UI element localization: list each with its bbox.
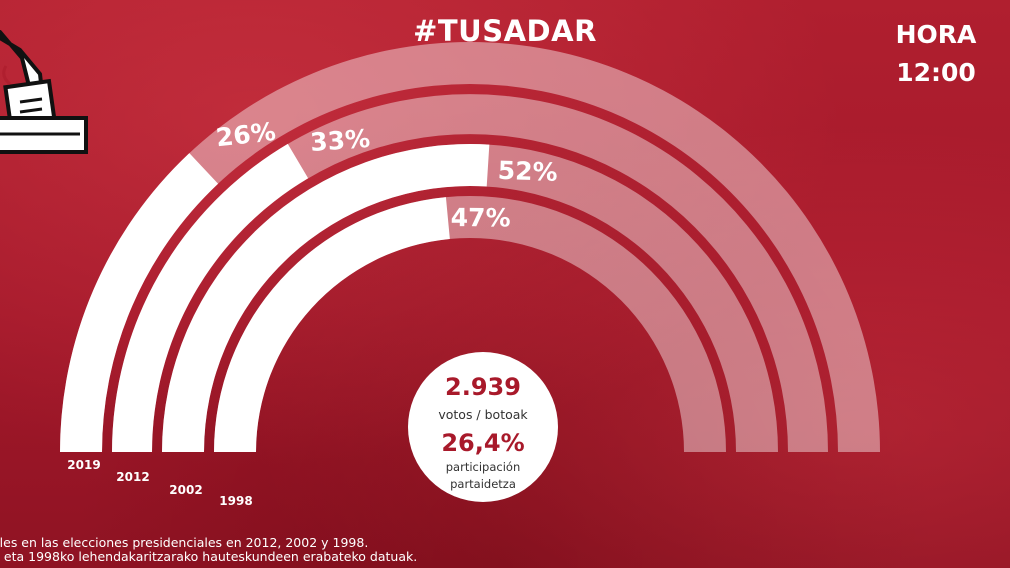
ring-track-2019	[60, 42, 880, 452]
value-label-1998: 47%	[451, 203, 511, 232]
time-box: HORA 12:00	[876, 16, 996, 92]
votes-count: 2.939	[445, 373, 521, 401]
ring-bar-1998	[214, 197, 450, 452]
value-label-2019: 26%	[214, 117, 277, 152]
page-title: #TUSADAR	[413, 14, 597, 48]
value-label-2012: 33%	[309, 124, 371, 157]
ballot-box-icon	[0, 30, 88, 154]
votes-label: votos / botoak	[438, 407, 528, 422]
ring-bar-2019	[60, 153, 219, 452]
ring-bar-2012	[112, 143, 309, 452]
participation-label-es: participación	[445, 460, 521, 474]
footnote: ales en las elecciones presidenciales en…	[0, 536, 1010, 564]
value-label-2002: 52%	[497, 156, 558, 187]
ring-bar-2002	[162, 144, 490, 453]
time-label: HORA	[895, 20, 977, 49]
year-label-2002: 2002	[169, 483, 202, 497]
year-label-1998: 1998	[219, 494, 252, 508]
year-label-2019: 2019	[67, 458, 100, 472]
footnote-line-1: ales en las elecciones presidenciales en…	[0, 536, 369, 550]
year-label-2012: 2012	[116, 470, 149, 484]
time-value: 12:00	[896, 58, 976, 87]
summary-circle: 2.939 votos / botoak 26,4% participación…	[408, 352, 558, 502]
participation-label-eu: partaidetza	[450, 477, 516, 491]
participation-value: 26,4%	[441, 429, 525, 457]
footnote-line-2: 2 eta 1998ko lehendakaritzarako hautesku…	[0, 549, 418, 564]
